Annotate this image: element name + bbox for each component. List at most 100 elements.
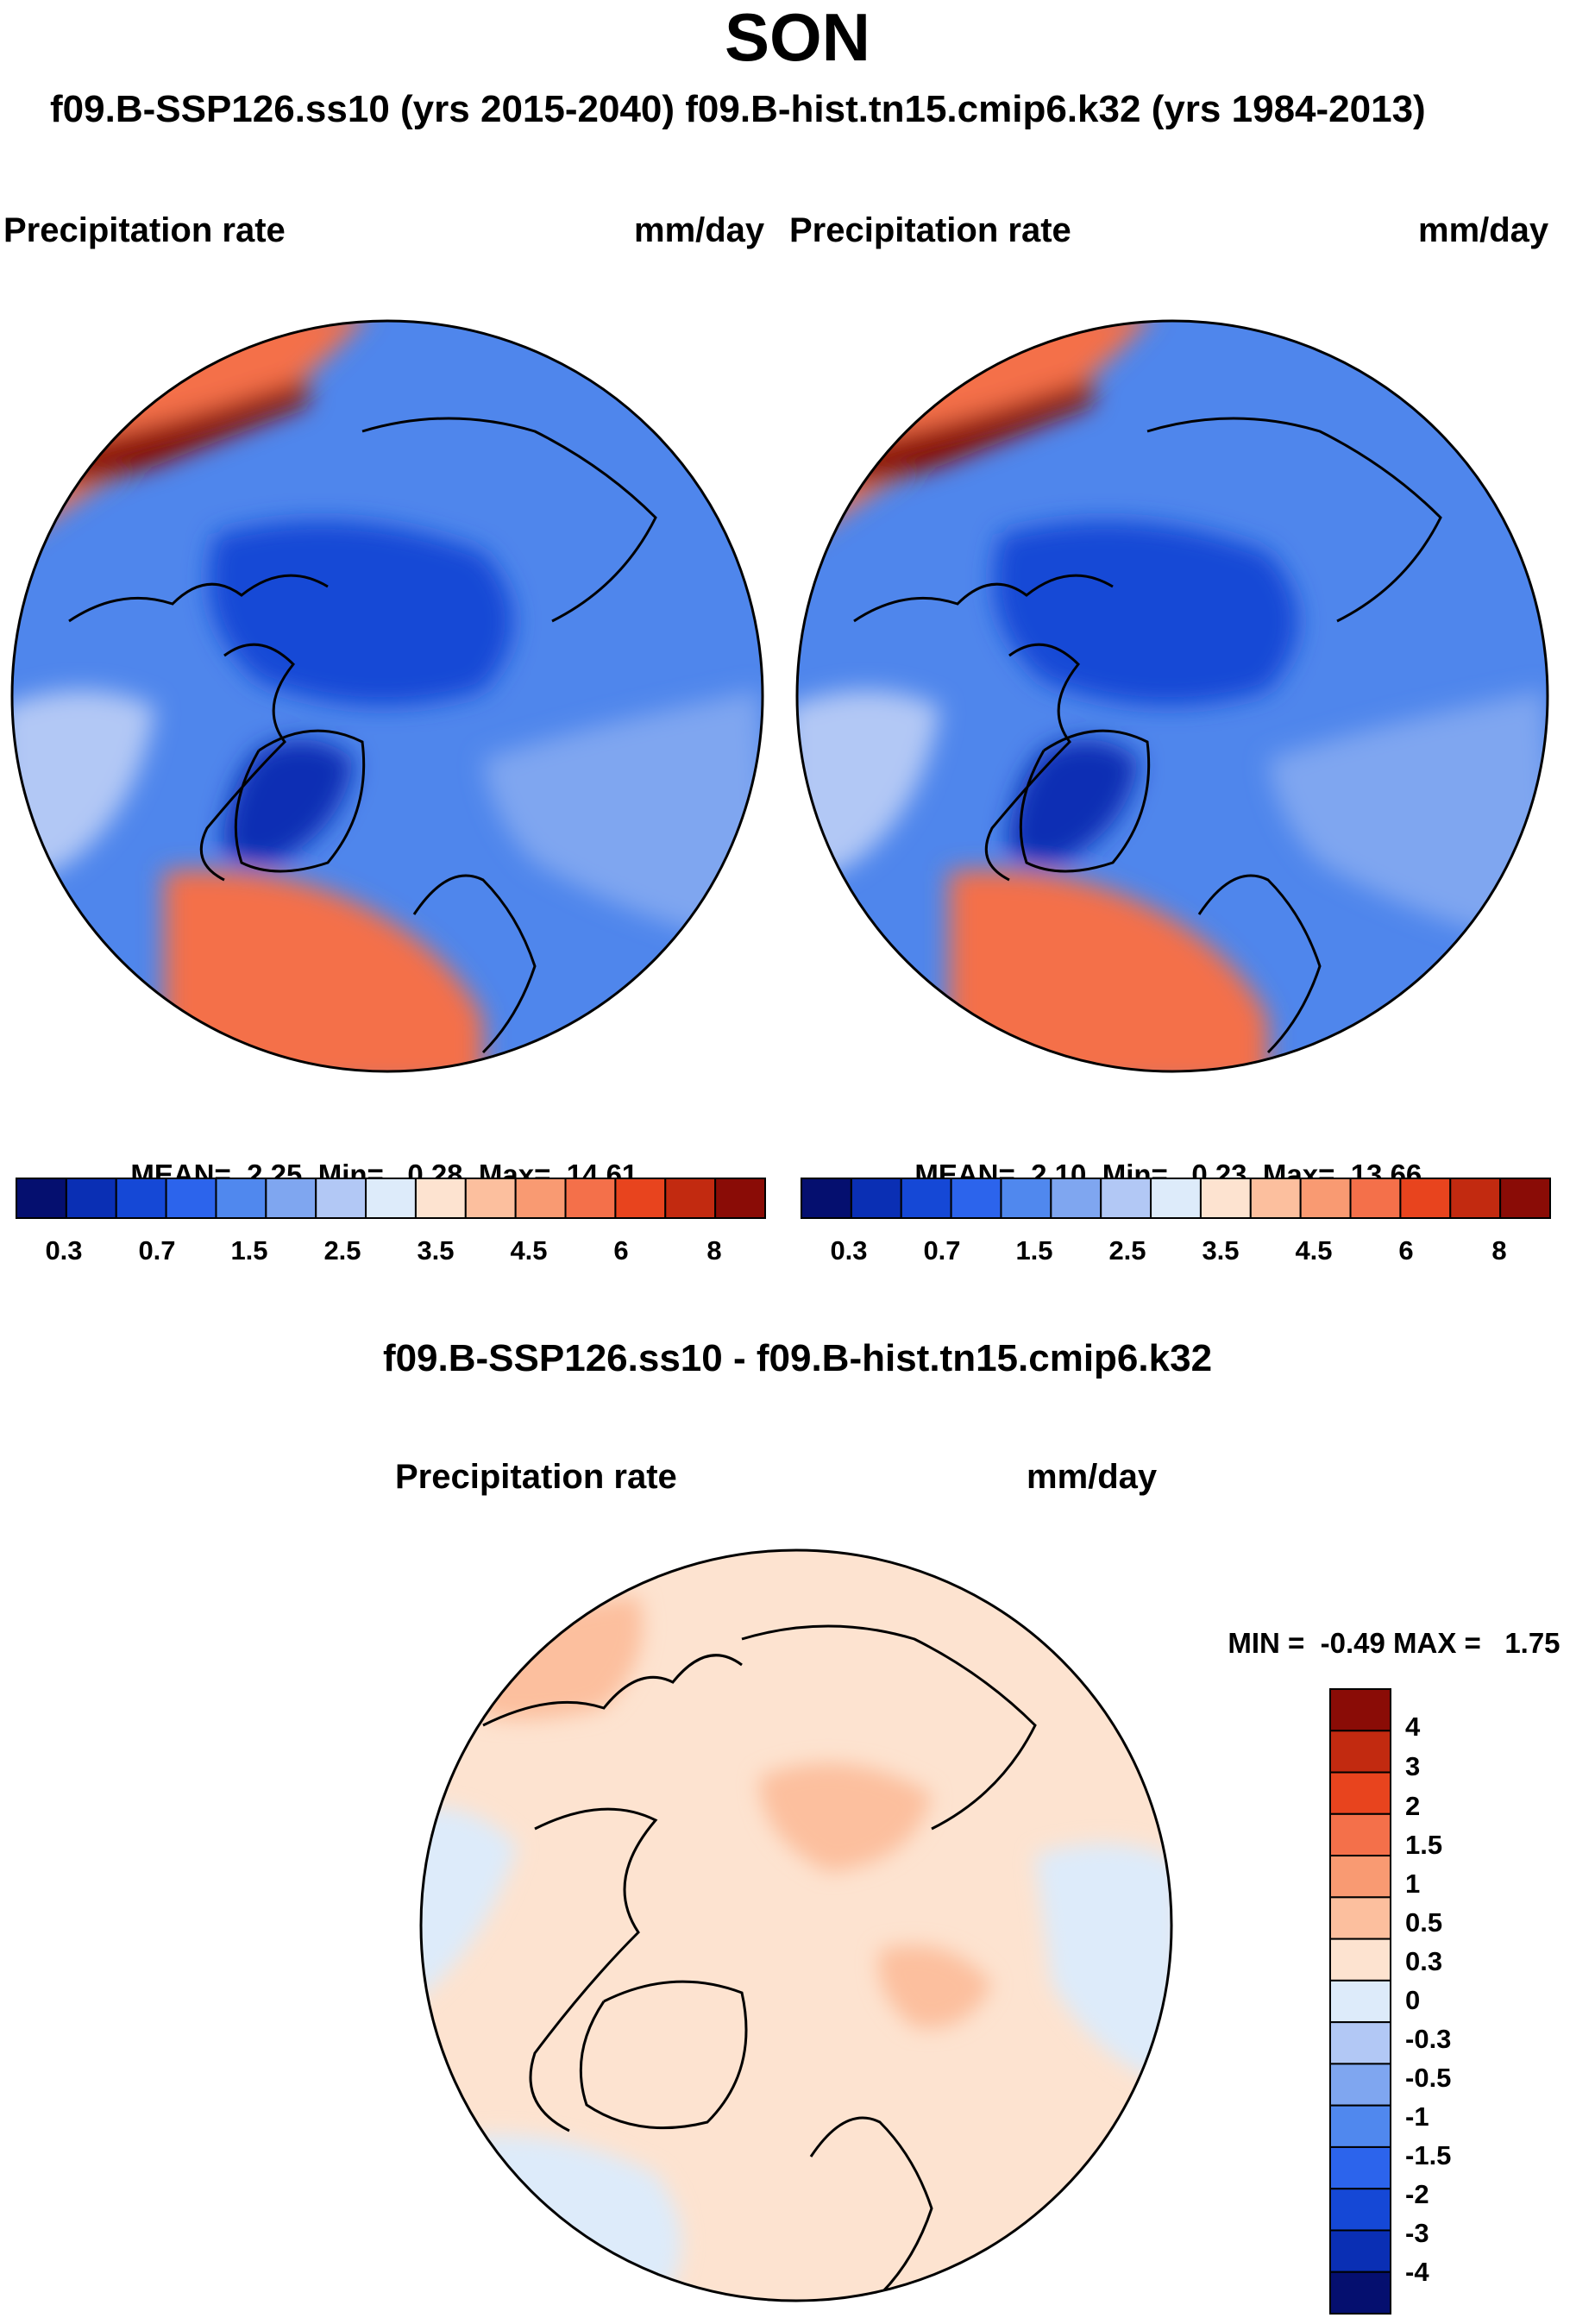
colorbar-swatch	[850, 1178, 902, 1219]
panel-test-cbar-tick: 3.5	[417, 1235, 455, 1266]
panel-control-pacific-storm	[837, 380, 1096, 483]
panel-diff-cbar-tick: -1.5	[1405, 2140, 1452, 2170]
colorbar-swatch	[1329, 2145, 1391, 2190]
panel-control-cbar-tick: 2.5	[1108, 1235, 1146, 1266]
panel-control-cbar-tick: 4.5	[1295, 1235, 1333, 1266]
panel-control-cbar-tick: 0.7	[923, 1235, 961, 1266]
panel-control-coastline-canada	[984, 643, 1081, 882]
season-title: SON	[724, 0, 871, 75]
panel-test-cbar-tick: 2.5	[323, 1235, 361, 1266]
colorbar-swatch	[315, 1178, 367, 1219]
panel-control-cbar-tick: 0.3	[830, 1235, 868, 1266]
panel-control-cbar-tick: 3.5	[1202, 1235, 1240, 1266]
panel-control-coastline-greenland	[1019, 729, 1151, 873]
colorbar-swatch	[1329, 1979, 1391, 2024]
panel-test-coastline-europe	[412, 874, 537, 1054]
colorbar-swatch	[464, 1178, 517, 1219]
panel-diff-canada-decrease	[421, 1807, 518, 2001]
colorbar-swatch	[365, 1178, 417, 1219]
panel-control-atlantic-warm	[949, 870, 1268, 1071]
colorbar-swatch	[1249, 1178, 1302, 1219]
panel-test-map-border	[10, 319, 764, 1073]
panel-diff-stats: MIN = -0.49 MAX = 1.75	[1212, 1594, 1560, 1660]
colorbar-swatch	[414, 1178, 467, 1219]
colorbar-swatch	[215, 1178, 267, 1219]
panel-diff-colorbar	[1329, 1688, 1391, 2315]
panel-diff-cbar-tick: 1.5	[1405, 1830, 1443, 1860]
panel-control-title-left: Precipitation rate	[789, 211, 1071, 249]
panel-test-cbar-tick: 0.3	[45, 1235, 83, 1266]
panel-diff-cbar-tick: -1	[1405, 2101, 1429, 2132]
panel-diff-coastline-europe	[809, 2116, 933, 2296]
colorbar-swatch	[1150, 1178, 1202, 1219]
panel-test-cbar-tick: 4.5	[510, 1235, 548, 1266]
colorbar-swatch	[16, 1178, 67, 1219]
panel-test-cbar-tick: 6	[613, 1235, 629, 1266]
colorbar-swatch	[1499, 1178, 1552, 1219]
panel-diff-cbar-tick: -4	[1405, 2257, 1429, 2287]
colorbar-swatch	[1329, 1896, 1391, 1940]
panel-diff-cbar-tick: 0.5	[1405, 1907, 1443, 1938]
comparison-subtitle: f09.B-SSP126.ss10 (yrs 2015-2040) f09.B-…	[50, 88, 1426, 130]
colorbar-swatch	[1329, 1730, 1391, 1774]
panel-test-coastline-canada	[199, 643, 296, 882]
colorbar-swatch	[950, 1178, 1002, 1219]
colorbar-swatch	[65, 1178, 117, 1219]
panel-test-title-left: Precipitation rate	[3, 211, 286, 249]
panel-diff-scandinavia-increase	[878, 1945, 992, 2029]
panel-control-arctic-dry	[993, 521, 1298, 706]
panel-diff-coastline-alaska	[482, 1654, 743, 1727]
difference-title: f09.B-SSP126.ss10 - f09.B-hist.tn15.cmip…	[382, 1337, 1213, 1379]
panel-control-map-border	[795, 319, 1549, 1073]
panel-test-cbar-tick: 8	[706, 1235, 722, 1266]
colorbar-swatch	[1329, 1688, 1391, 1732]
panel-test-coastline-alaska	[68, 574, 329, 623]
panel-control-coastline-europe	[1197, 874, 1322, 1054]
panel-diff-min-label: MIN =	[1228, 1627, 1305, 1659]
panel-diff-cbar-tick: -0.3	[1405, 2024, 1452, 2054]
panel-diff-cbar-tick: 0	[1405, 1985, 1421, 2015]
panel-control-colorbar	[801, 1178, 1552, 1219]
panel-control-title-right: mm/day	[1418, 211, 1549, 249]
colorbar-swatch	[165, 1178, 217, 1219]
colorbar-swatch	[1329, 2063, 1391, 2107]
colorbar-swatch	[1199, 1178, 1252, 1219]
panel-diff-cbar-tick: -0.5	[1405, 2063, 1452, 2093]
colorbar-swatch	[1329, 1938, 1391, 1982]
colorbar-swatch	[1329, 1771, 1391, 1815]
colorbar-swatch	[1100, 1178, 1152, 1219]
panel-test-atlantic-warm	[164, 870, 483, 1071]
panel-diff-map-border	[419, 1548, 1173, 2302]
panel-control-cbar-tick: 1.5	[1015, 1235, 1053, 1266]
panel-diff-arctic-increase	[759, 1763, 932, 1872]
panel-diff-min-value: -0.49	[1320, 1627, 1385, 1659]
panel-diff-eurasia-decrease	[1035, 1843, 1171, 2088]
colorbar-swatch	[1349, 1178, 1402, 1219]
panel-control-cbar-tick: 8	[1491, 1235, 1507, 1266]
panel-diff-max-value: 1.75	[1504, 1627, 1560, 1659]
panel-diff-title-left: Precipitation rate	[395, 1458, 677, 1496]
panel-test-coastline-greenland	[234, 729, 366, 873]
panel-test-title-right: mm/day	[634, 211, 765, 249]
colorbar-swatch	[1329, 2104, 1391, 2148]
panel-test-cbar-tick: 1.5	[230, 1235, 268, 1266]
panel-test-pacific-storm	[52, 380, 311, 483]
panel-test-coastline-siberia	[361, 417, 657, 623]
panel-test-arctic-dry	[208, 521, 513, 706]
panel-test-cbar-tick: 0.7	[138, 1235, 176, 1266]
panel-diff-coastline-siberia	[741, 1624, 1037, 1831]
panel-diff-coastline-greenland	[579, 1980, 748, 2130]
panel-test-siberia-light	[483, 690, 763, 949]
colorbar-swatch	[1329, 2271, 1391, 2315]
colorbar-swatch	[1329, 2188, 1391, 2232]
colorbar-swatch	[1329, 2229, 1391, 2273]
colorbar-swatch	[1329, 2021, 1391, 2065]
panel-diff-cbar-tick: 3	[1405, 1751, 1421, 1781]
colorbar-swatch	[1399, 1178, 1452, 1219]
panel-diff-cbar-tick: 0.3	[1405, 1946, 1443, 1976]
colorbar-swatch	[801, 1178, 852, 1219]
panel-control-cbar-tick: 6	[1398, 1235, 1414, 1266]
